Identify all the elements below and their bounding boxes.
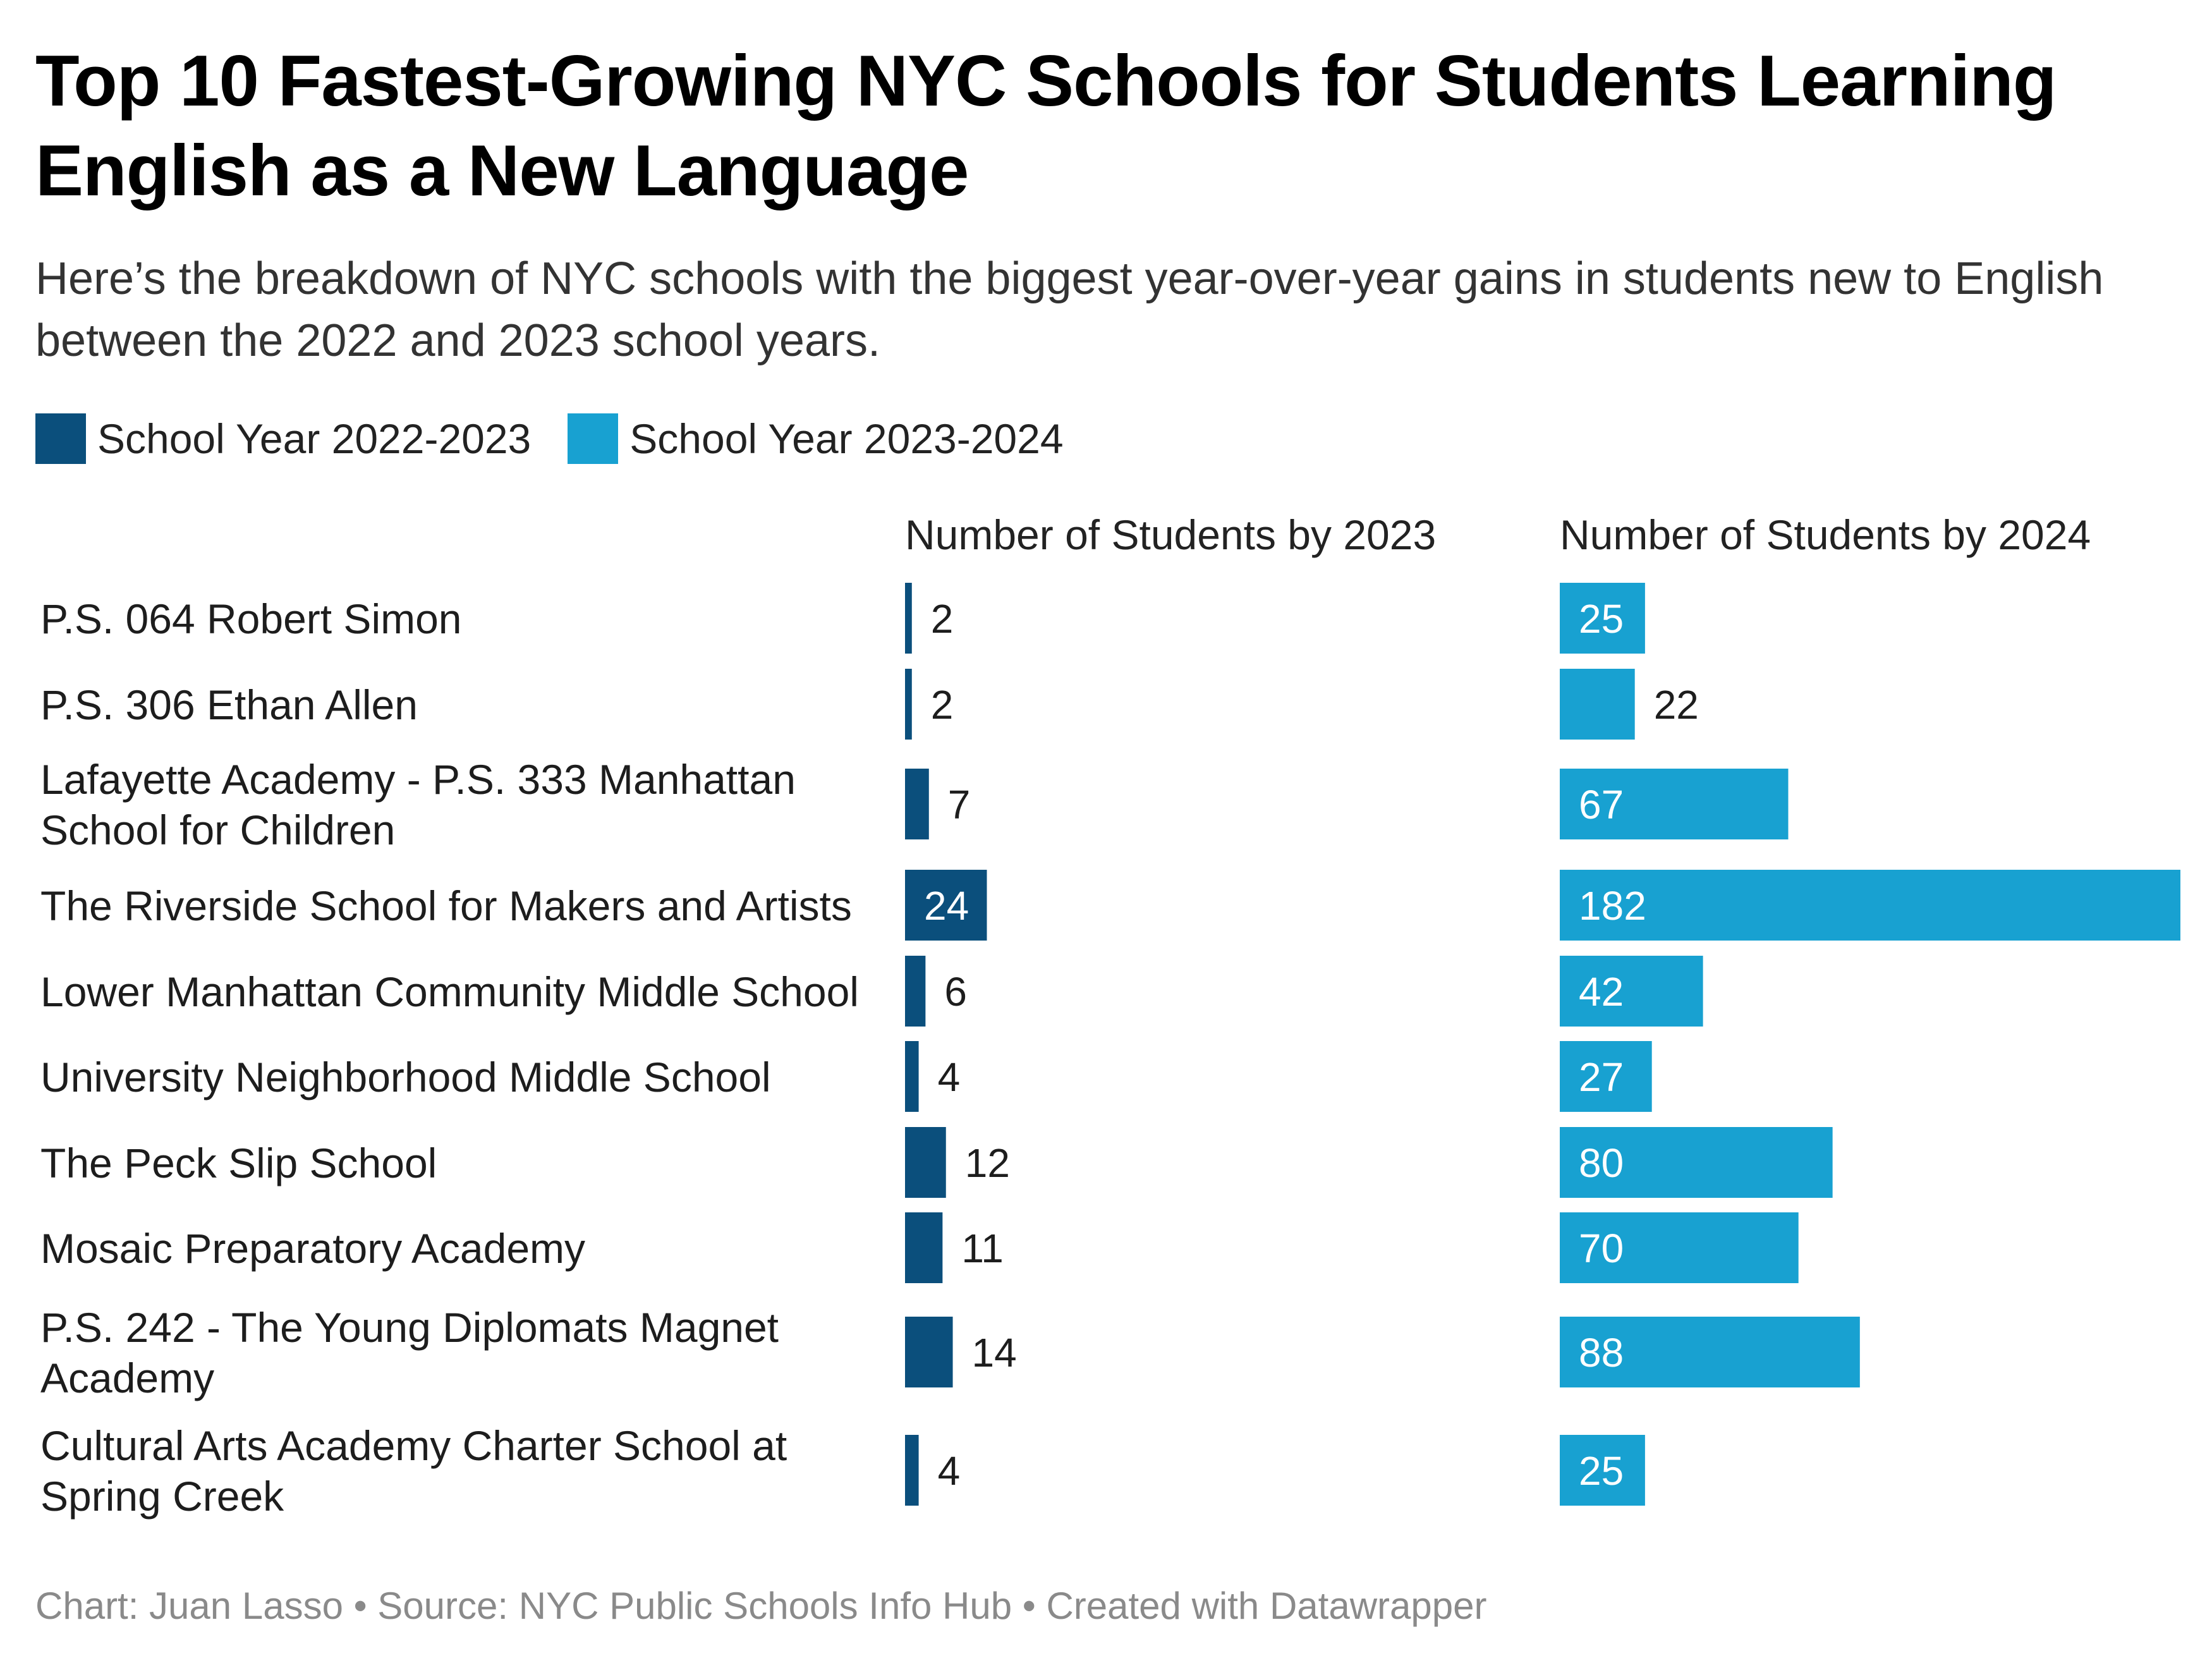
- bar-2023: [1560, 870, 2180, 941]
- bar-2022: [905, 1212, 943, 1283]
- bar-value-label: 2: [931, 682, 954, 728]
- bar-2022: [905, 1127, 946, 1198]
- legend: School Year 2022-2023 School Year 2023-2…: [35, 412, 1100, 465]
- category-label: Lafayette Academy - P.S. 333 Manhattan Sc…: [40, 756, 796, 853]
- category-label: P.S. 242 - The Young Diplomats Magnet Aca…: [40, 1304, 779, 1401]
- bar-2022: [905, 956, 926, 1027]
- chart-footer: Chart: Juan Lasso • Source: NYC Public S…: [35, 1585, 1487, 1627]
- bar-value-label: 27: [1579, 1054, 1624, 1100]
- bar-2022: [905, 583, 912, 654]
- bar-2022: [905, 1435, 919, 1506]
- bar-value-label: 7: [948, 782, 971, 827]
- bar-value-label: 80: [1579, 1140, 1624, 1186]
- category-label: Mosaic Preparatory Academy: [40, 1225, 585, 1272]
- bar-2022: [905, 1317, 953, 1387]
- bar-value-label: 12: [965, 1140, 1010, 1186]
- bar-2023: [1560, 583, 1645, 654]
- bar-value-label: 4: [938, 1054, 961, 1100]
- bar-value-label: 22: [1654, 682, 1699, 728]
- chart-title: Top 10 Fastest-Growing NYC Schools for S…: [35, 41, 2057, 211]
- column-header-2023: Number of Students by 2023: [905, 511, 1437, 558]
- category-label: The Peck Slip School: [40, 1140, 437, 1186]
- column-header-2024: Number of Students by 2024: [1560, 511, 2091, 558]
- bar-2022: [905, 870, 987, 941]
- bar-value-label: 182: [1579, 883, 1646, 929]
- bar-2023: [1560, 1317, 1860, 1387]
- legend-item-2023: School Year 2023-2024: [568, 413, 1064, 464]
- category-label: The Riverside School for Makers and Arti…: [40, 882, 852, 929]
- bar-value-label: 67: [1579, 782, 1624, 827]
- bar-value-label: 25: [1579, 596, 1624, 642]
- category-label: University Neighborhood Middle School: [40, 1054, 771, 1100]
- legend-swatch-2023: [568, 413, 619, 464]
- bar-value-label: 88: [1579, 1330, 1624, 1375]
- legend-label-2023: School Year 2023-2024: [629, 415, 1064, 462]
- bar-value-label: 4: [938, 1448, 961, 1494]
- bar-value-label: 24: [924, 883, 969, 929]
- bar-value-label: 14: [972, 1330, 1017, 1375]
- legend-swatch-2022: [35, 413, 86, 464]
- category-label: Cultural Arts Academy Charter School at S…: [40, 1422, 787, 1520]
- category-label: Lower Manhattan Community Middle School: [40, 968, 859, 1015]
- category-label: P.S. 064 Robert Simon: [40, 595, 462, 642]
- bar-value-label: 25: [1579, 1448, 1624, 1494]
- bar-2022: [905, 769, 929, 839]
- bar-2023: [1560, 1127, 1833, 1198]
- bar-2022: [905, 669, 912, 740]
- bar-value-label: 70: [1579, 1226, 1624, 1271]
- bar-value-label: 11: [961, 1226, 1003, 1271]
- bar-2023: [1560, 1041, 1652, 1112]
- bar-value-label: 2: [931, 596, 954, 642]
- bar-2023: [1560, 956, 1703, 1027]
- bar-2023: [1560, 1212, 1799, 1283]
- chart-subtitle: Here’s the breakdown of NYC schools with…: [35, 253, 2104, 366]
- bar-value-label: 42: [1579, 969, 1624, 1015]
- bar-2023: [1560, 669, 1635, 740]
- bar-2022: [905, 1041, 919, 1112]
- bar-value-label: 6: [944, 969, 967, 1015]
- legend-label-2022: School Year 2022-2023: [97, 415, 532, 462]
- legend-item-2022: School Year 2022-2023: [35, 413, 531, 464]
- bar-2023: [1560, 1435, 1645, 1506]
- bar-2023: [1560, 769, 1789, 839]
- category-label: P.S. 306 Ethan Allen: [40, 681, 418, 728]
